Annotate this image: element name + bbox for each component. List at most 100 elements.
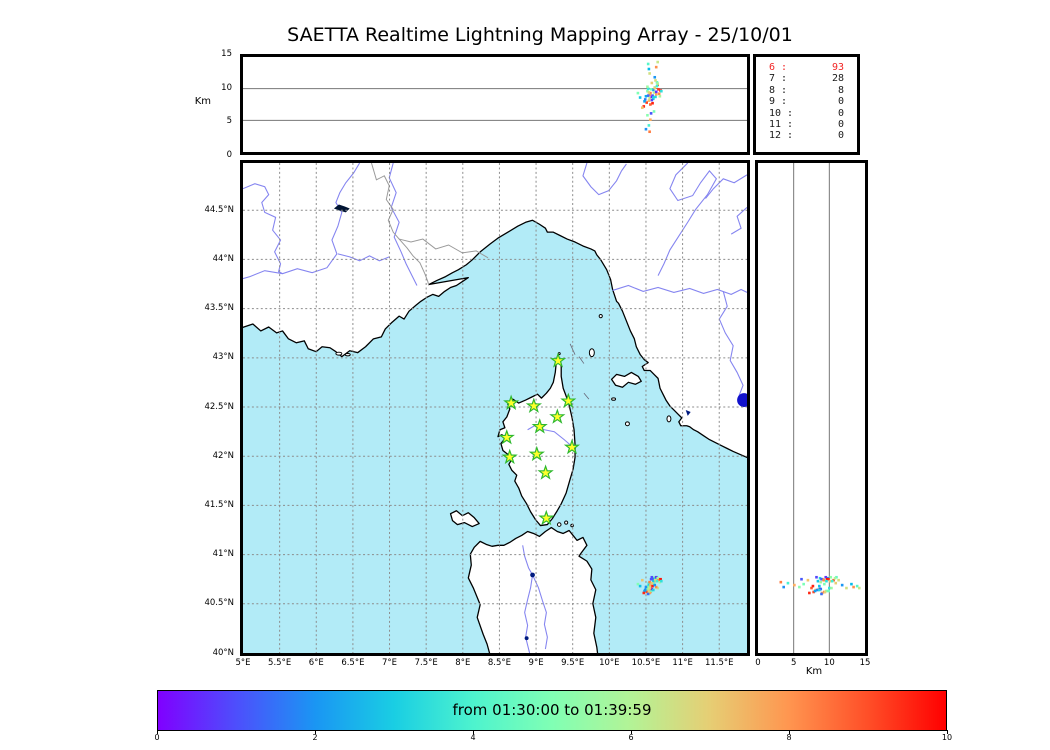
source-dot [647,590,651,594]
map-ytick-label: 43°N [212,352,234,363]
station-star-marker [563,438,581,455]
source-dot [647,124,651,127]
altitude-longitude-plot [243,60,747,134]
map-ytick-label: 40.5°N [204,598,234,609]
source-dot [652,110,656,113]
source-dot [654,90,658,94]
map-ytick-label: 41°N [212,549,234,560]
source-dot [656,586,659,590]
map-ytick-label: 42.5°N [204,401,234,412]
source-dot [653,75,657,79]
source-dot [649,577,653,581]
alt-ytick-label: 10 [221,82,232,93]
source-dot [654,65,658,69]
colorbar-tick-mark [157,730,158,734]
source-dot [642,105,646,108]
colorbar-tick-label: 10 [941,733,953,742]
source-dot [656,576,659,580]
source-dot [660,89,663,93]
source-dot [645,101,648,104]
map-gridlines [243,163,747,653]
station-markers [498,352,581,526]
alt-xtick-label: 10 [823,658,835,668]
source-dot [818,576,822,580]
source-dot [643,98,647,101]
source-dot [812,590,815,594]
source-dot [815,588,819,592]
station-star-marker [560,392,577,409]
lightning-sources-map [636,575,663,596]
station-count-row: 10 :0 [769,107,844,119]
source-dot [659,577,662,581]
map-xtick-label: 5.5°E [268,658,292,668]
source-dot [650,95,654,99]
source-dot [643,589,646,593]
source-dot [650,587,654,591]
source-dot [646,87,650,90]
map-xtick-label: 6.5°E [341,658,365,668]
station-count-row: 12 :0 [769,130,844,142]
source-dot [825,577,829,581]
source-dot [650,98,654,102]
source-dot [815,575,818,579]
source-dot [646,62,650,66]
map-ytick-label: 43.5°N [204,303,234,314]
source-dot [651,88,655,92]
source-dot [641,578,644,582]
map-xtick-label: 8.5°E [487,658,511,668]
elba-island [610,371,642,388]
station-count-row: 11 :0 [769,119,844,131]
map-xtick-label: 11.5°E [704,658,734,668]
gorgona-island [598,314,603,319]
map-xtick-label: 10°E [599,658,620,668]
pianosa-island [611,397,617,401]
source-dot [850,582,853,586]
colorbar-tick-label: 8 [786,733,792,742]
source-dot [658,580,662,584]
map-xtick-label: 6°E [308,658,324,668]
source-dot [833,576,837,580]
source-dot [786,581,790,585]
asinara-island [449,510,480,528]
source-dot [644,94,648,98]
alt-ytick-label: 15 [221,49,232,59]
source-dot [837,578,840,582]
source-dot [654,95,657,99]
source-dot [647,91,651,94]
montecristo-island [624,421,630,427]
source-dot [832,578,835,582]
source-dot [793,583,796,587]
source-dot [825,579,828,583]
station-count-row: 8 :8 [769,84,844,96]
station-count-row: 6 :93 [769,62,844,73]
source-dot [827,589,830,593]
rivers [243,163,747,653]
source-dot [646,592,650,596]
map-xtick-label: 9°E [528,658,544,668]
source-dot [819,580,823,584]
source-dot [657,578,661,582]
source-dot [857,586,861,590]
alt-xtick-label: 0 [755,658,761,668]
source-dot [651,96,655,99]
hyeres-islands [335,351,343,356]
source-dot [650,581,654,585]
source-dot [818,584,821,588]
source-dot [830,579,834,583]
alt-lon-ylabel: Km [194,96,211,107]
source-dot [651,101,654,105]
source-dot [830,586,833,590]
source-dot [652,588,655,592]
source-dot [811,584,815,588]
country-border-line [370,163,489,286]
source-dot [822,578,825,582]
source-dot [646,89,649,93]
source-dot [828,579,832,583]
colorbar-tick-mark [315,730,316,734]
source-dot [648,93,651,97]
map-xtick-label: 8°E [455,658,471,668]
source-dot [855,584,859,588]
source-dot [649,103,652,106]
sardinia-island [467,526,599,653]
